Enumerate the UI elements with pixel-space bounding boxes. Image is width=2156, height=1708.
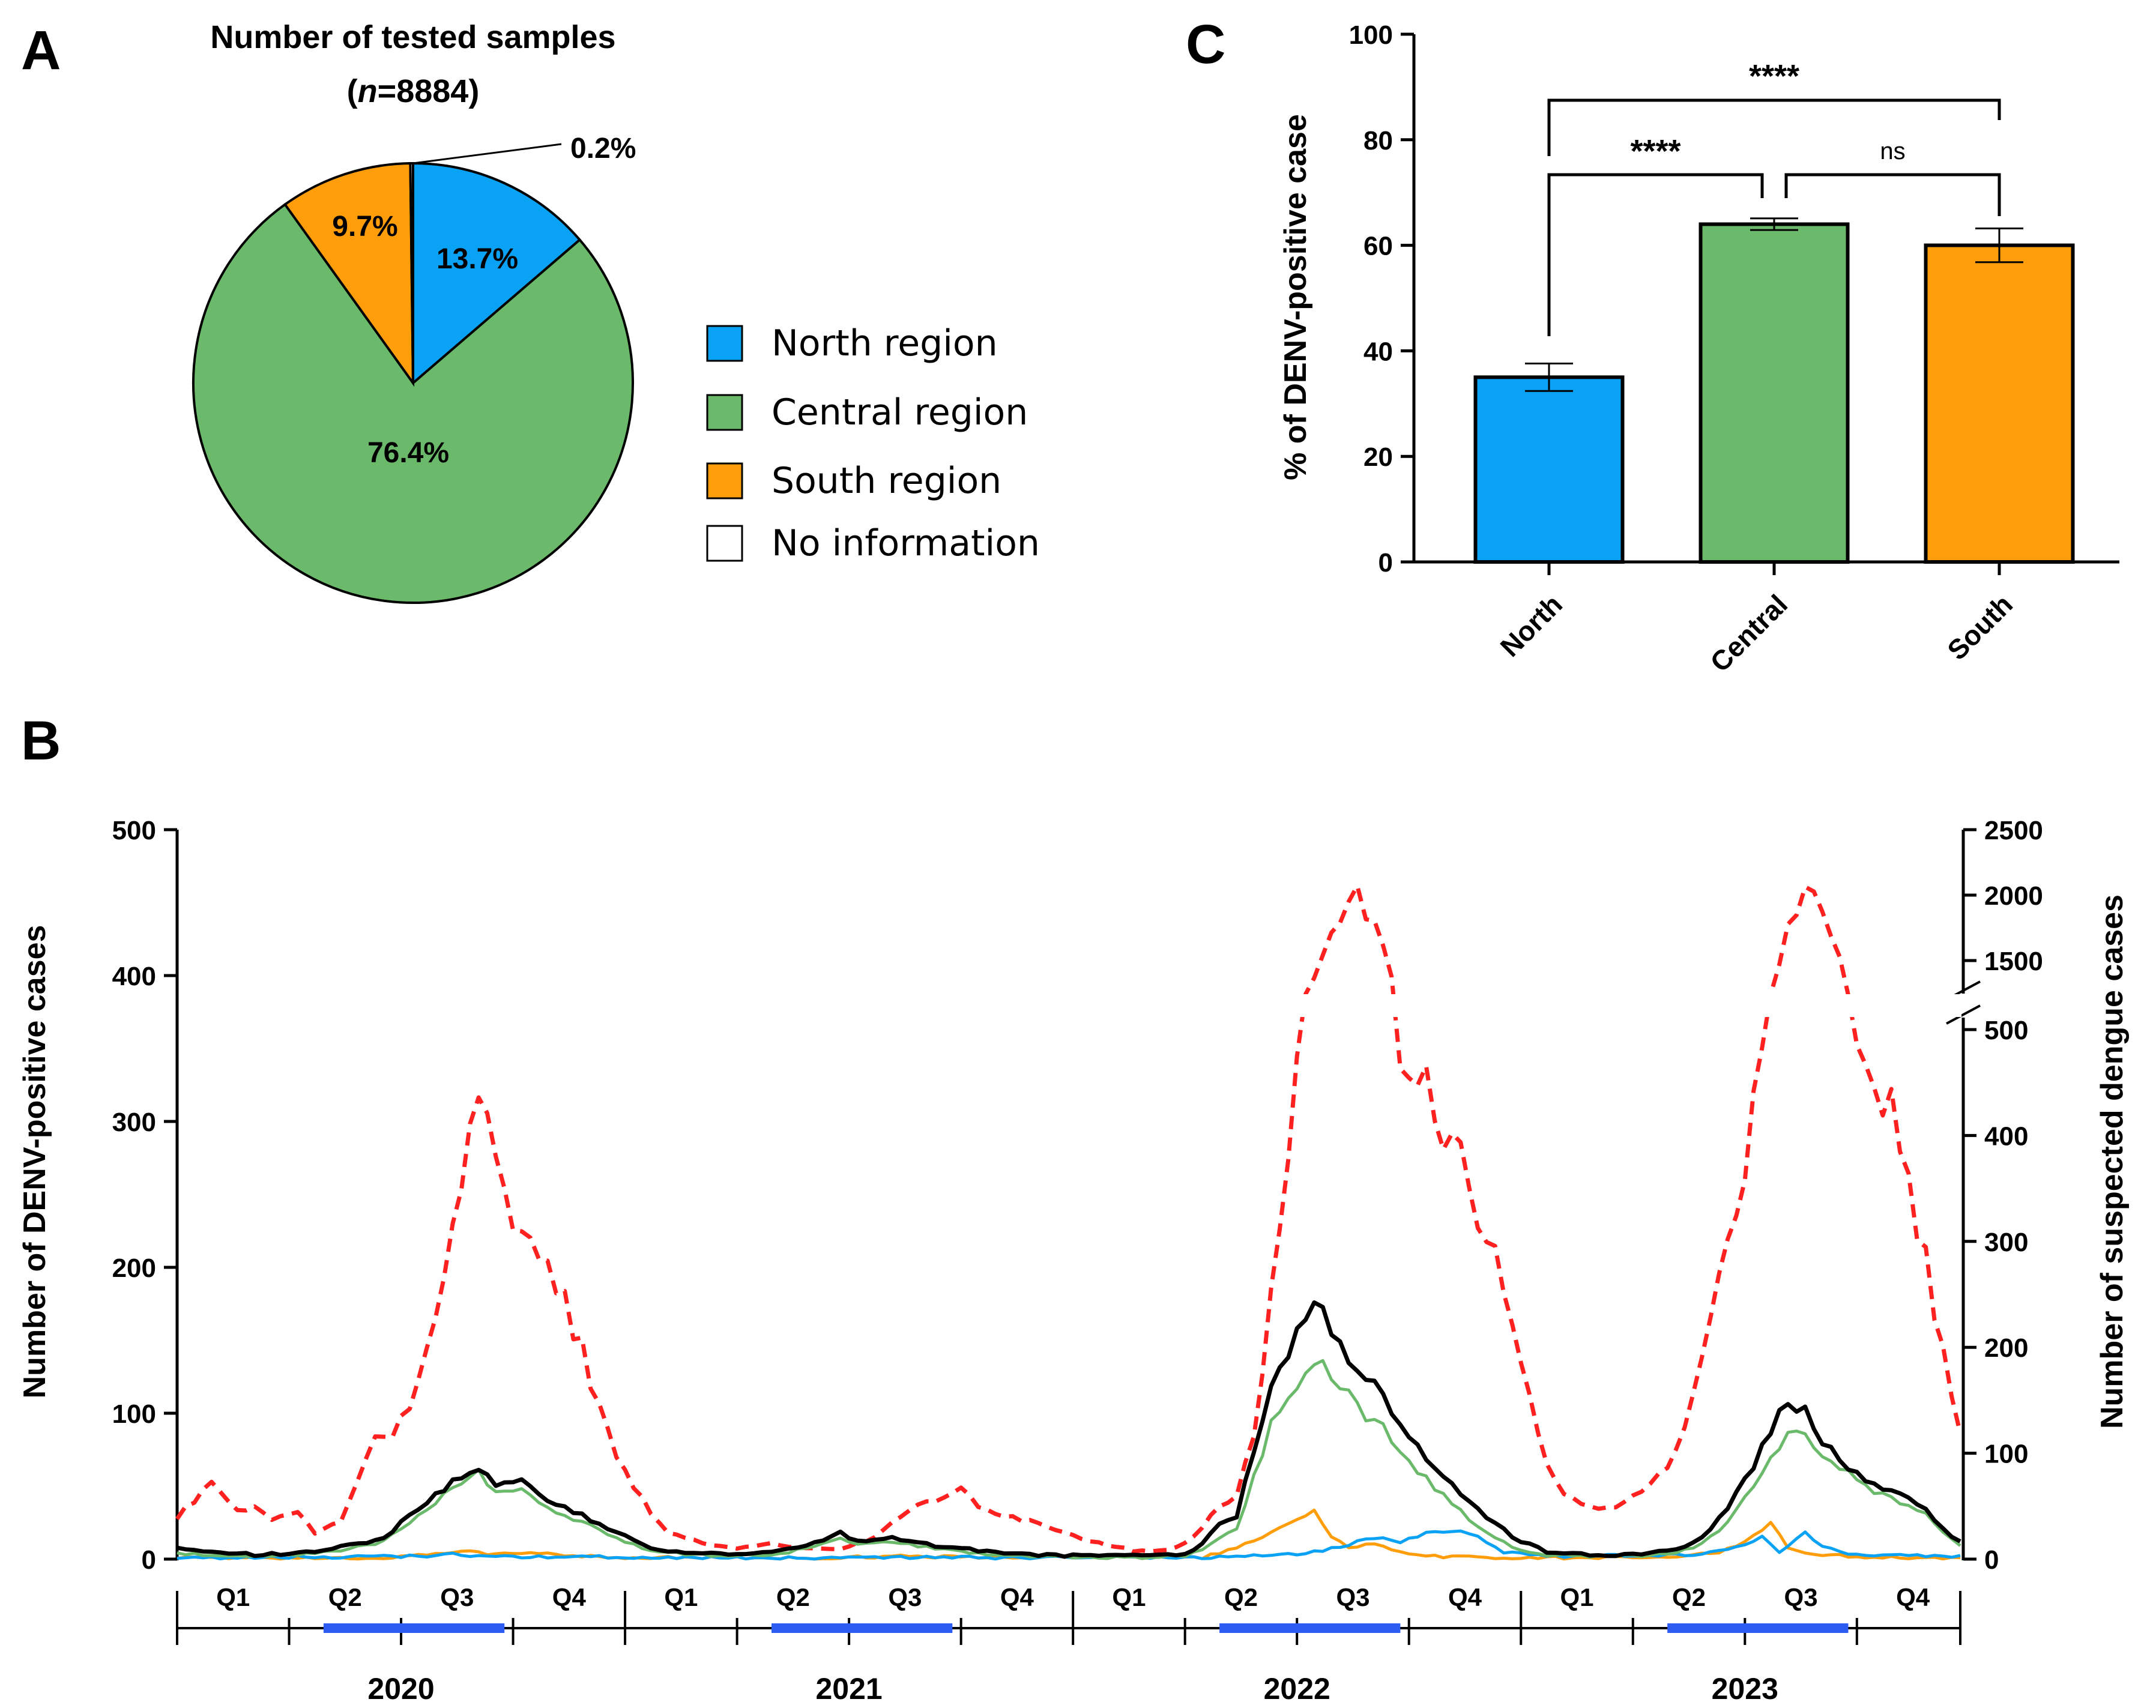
bar-significance: **** **** ns xyxy=(1547,58,2001,336)
line-y-tick-label-left: 0 xyxy=(142,1545,156,1575)
bar-category-north: North xyxy=(1494,588,1568,662)
pie-title: Number of tested samples xyxy=(210,19,615,55)
line-ylabel-left: Number of DENV-positive cases xyxy=(17,925,52,1399)
legend-swatch-north xyxy=(706,325,743,362)
pie-label-central: 76.4% xyxy=(367,437,449,469)
quarter-label: Q2 xyxy=(1224,1583,1258,1611)
legend-south: South region xyxy=(772,460,1001,502)
quarter-label: Q4 xyxy=(1896,1583,1930,1611)
line-y-tick-label-right: 1500 xyxy=(1984,947,2043,976)
line-y-tick-label-right: 400 xyxy=(1984,1121,2028,1151)
line-y-tick-label-right: 2500 xyxy=(1984,816,2043,845)
bar-y-tick-label: 100 xyxy=(1349,20,1393,50)
bar-south xyxy=(1924,243,2075,564)
line-y-tick-label-right: 2000 xyxy=(1984,881,2043,911)
timeline-axis: Q1 Q2 Q3 Q4 2020 Q1 Q2 Q3 Q4 2021 Q1 Q2 Q3 Q4 2022 Q1 Q2… xyxy=(176,1583,1961,1706)
quarter-label: Q4 xyxy=(1000,1583,1034,1611)
line-y-tick-label-left: 400 xyxy=(112,962,156,991)
quarter-label: Q2 xyxy=(1672,1583,1706,1611)
bar-y-tick-label: 60 xyxy=(1363,232,1393,261)
pie-label-no-information: 0.2% xyxy=(570,133,636,164)
pie-chart xyxy=(192,161,634,604)
bar-y-tick-label: 0 xyxy=(1378,548,1393,578)
pie-slice-no-information xyxy=(409,161,414,384)
year-label: 2020 xyxy=(367,1672,434,1706)
line-y-tick-label-left: 100 xyxy=(112,1399,156,1429)
significance-bracket xyxy=(1547,98,2001,156)
pie-subtitle: (n=8884) xyxy=(347,73,480,109)
bar-series xyxy=(1473,217,2075,575)
line-y-tick-label-right: 0 xyxy=(1984,1545,1999,1575)
significance-label: **** xyxy=(1749,58,1799,94)
quarter-label: Q2 xyxy=(776,1583,810,1611)
line-series xyxy=(175,884,1963,1561)
line-ylabel-right: Number of suspected dengue cases xyxy=(2095,895,2130,1429)
quarter-label: Q1 xyxy=(216,1583,250,1611)
panel-label-c: C xyxy=(1186,14,1225,75)
bar-y-tick-label: 80 xyxy=(1363,126,1393,155)
legend-swatch-south xyxy=(706,462,743,499)
significance-bracket xyxy=(1547,173,1764,336)
quarter-label: Q3 xyxy=(1336,1583,1369,1611)
bar-y-tick-label: 40 xyxy=(1363,337,1393,366)
significance-label: ns xyxy=(1880,138,1905,164)
legend-no-information: No information xyxy=(772,522,1040,564)
pie-label-south: 9.7% xyxy=(332,211,397,243)
bar-ylabel: % of DENV-positive case xyxy=(1278,114,1313,480)
quarter-label: Q1 xyxy=(1560,1583,1594,1611)
pie-slice-central-region xyxy=(192,202,634,604)
legend-swatch-central xyxy=(706,394,743,431)
pie-subtitle-suffix: =8884) xyxy=(378,73,480,109)
pie-slice-south-region xyxy=(283,162,415,387)
quarter-label: Q3 xyxy=(888,1583,922,1611)
line-axes: 0 100 200 300 400 500 0 100 200 300 400 500 1500 2000… xyxy=(112,816,2043,1575)
line-y-tick-label-left: 200 xyxy=(112,1254,156,1283)
legend-swatch-no-information xyxy=(706,525,743,562)
quarter-label: Q1 xyxy=(1112,1583,1146,1611)
pie-subtitle-prefix: ( xyxy=(347,73,358,109)
panel-label-b: B xyxy=(21,710,61,771)
line-y-tick-label-right: 500 xyxy=(1984,1016,2028,1045)
year-label: 2023 xyxy=(1712,1672,1778,1706)
line-y-tick-label-right: 200 xyxy=(1984,1333,2028,1363)
bar-y-tick-label: 20 xyxy=(1363,442,1393,472)
significance-label: **** xyxy=(1630,133,1680,169)
pie-legend: North region Central region South region… xyxy=(706,322,1040,564)
axis-break-band xyxy=(181,994,1961,1017)
legend-central: Central region xyxy=(772,391,1028,433)
bar-category-central: Central xyxy=(1704,588,1793,678)
line-y-tick-label-left: 500 xyxy=(112,816,156,845)
quarter-label: Q3 xyxy=(1784,1583,1818,1611)
bar-category-south: South xyxy=(1941,588,2019,666)
series-line-central xyxy=(177,1359,1961,1560)
panel-label-a: A xyxy=(21,20,61,81)
quarter-label: Q2 xyxy=(328,1583,362,1611)
significance-bracket xyxy=(1784,173,2001,216)
axis-break-mark xyxy=(1946,1004,1981,1025)
quarter-label: Q4 xyxy=(1448,1583,1482,1611)
quarter-label: Q1 xyxy=(664,1583,698,1611)
year-label: 2021 xyxy=(816,1672,883,1706)
legend-north: North region xyxy=(772,322,998,364)
series-line-suspected xyxy=(175,884,1963,1554)
line-y-tick-label-right: 300 xyxy=(1984,1228,2028,1257)
line-y-tick-label-right: 100 xyxy=(1984,1440,2028,1469)
pie-leader-line xyxy=(412,143,562,164)
pie-subtitle-italic: n xyxy=(358,73,378,109)
axis-break-mask xyxy=(181,994,1961,1017)
pie-slice-north-region xyxy=(412,161,582,386)
line-y-tick-label-left: 300 xyxy=(112,1108,156,1137)
bar-central xyxy=(1699,222,1850,564)
year-label: 2022 xyxy=(1264,1672,1330,1706)
bar-north xyxy=(1473,375,1625,564)
series-line-total xyxy=(177,1300,1961,1559)
bar-category-labels: North Central South xyxy=(1494,588,2019,678)
series-line-south xyxy=(177,1508,1961,1561)
pie-label-north: 13.7% xyxy=(436,243,518,275)
quarter-label: Q4 xyxy=(552,1583,587,1611)
quarter-label: Q3 xyxy=(440,1583,474,1611)
